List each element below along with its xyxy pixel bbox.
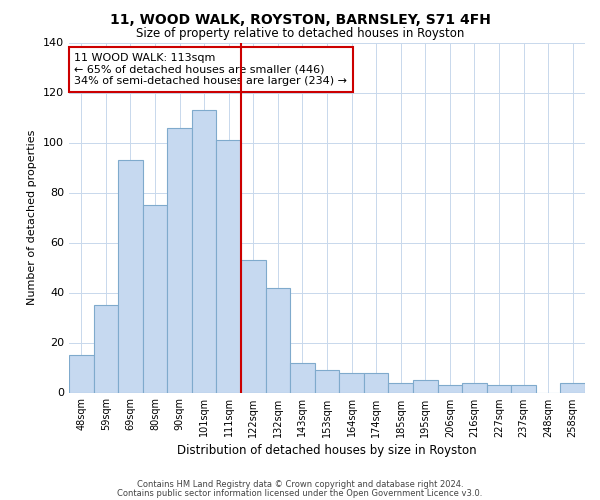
Bar [118,160,143,392]
Y-axis label: Number of detached properties: Number of detached properties [28,130,37,305]
Text: Size of property relative to detached houses in Royston: Size of property relative to detached ho… [136,28,464,40]
Bar [143,205,167,392]
Bar [339,372,364,392]
Bar [266,288,290,393]
Bar [560,382,585,392]
Bar [69,355,94,393]
Bar [462,382,487,392]
Bar [388,382,413,392]
Bar [217,140,241,392]
Text: 11 WOOD WALK: 113sqm
← 65% of detached houses are smaller (446)
34% of semi-deta: 11 WOOD WALK: 113sqm ← 65% of detached h… [74,53,347,86]
Bar [241,260,266,392]
Bar [94,305,118,392]
Text: Contains HM Land Registry data © Crown copyright and database right 2024.: Contains HM Land Registry data © Crown c… [137,480,463,489]
Bar [315,370,339,392]
Text: 11, WOOD WALK, ROYSTON, BARNSLEY, S71 4FH: 11, WOOD WALK, ROYSTON, BARNSLEY, S71 4F… [110,12,490,26]
Bar [192,110,217,393]
Bar [437,385,462,392]
Text: Contains public sector information licensed under the Open Government Licence v3: Contains public sector information licen… [118,488,482,498]
Bar [290,362,315,392]
Bar [487,385,511,392]
X-axis label: Distribution of detached houses by size in Royston: Distribution of detached houses by size … [177,444,477,457]
Bar [413,380,437,392]
Bar [167,128,192,392]
Bar [364,372,388,392]
Bar [511,385,536,392]
